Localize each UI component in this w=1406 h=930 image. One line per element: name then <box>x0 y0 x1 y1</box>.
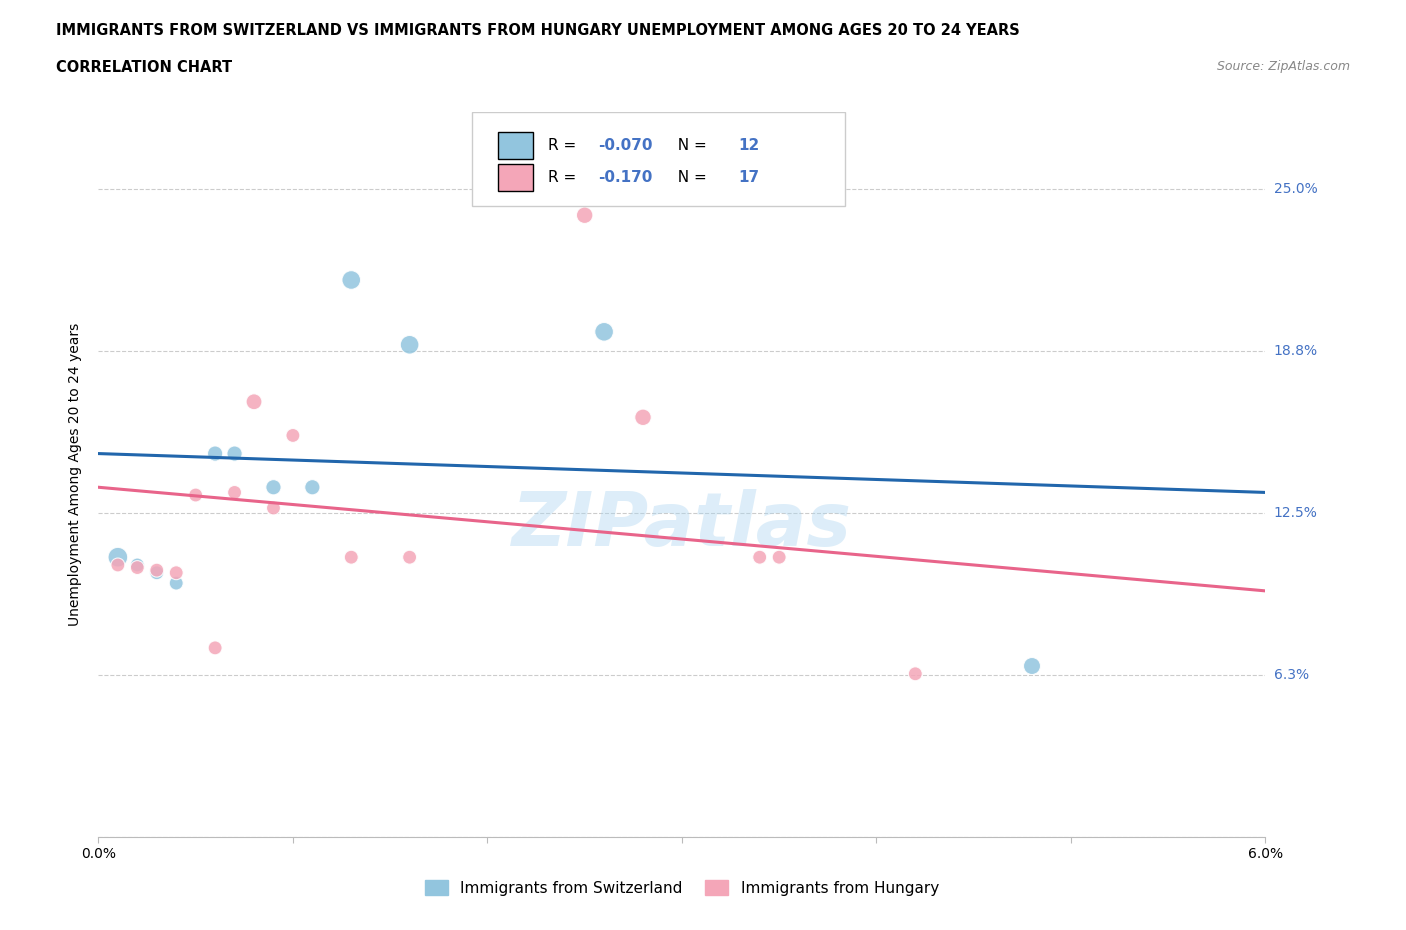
Text: Source: ZipAtlas.com: Source: ZipAtlas.com <box>1216 60 1350 73</box>
Y-axis label: Unemployment Among Ages 20 to 24 years: Unemployment Among Ages 20 to 24 years <box>69 323 83 626</box>
Point <box>340 272 363 287</box>
Point <box>631 410 654 425</box>
Point <box>107 558 129 573</box>
Point <box>593 325 616 339</box>
Point <box>204 641 226 656</box>
Text: 25.0%: 25.0% <box>1274 182 1317 196</box>
Point <box>184 487 207 502</box>
Text: R =: R = <box>548 139 581 153</box>
Text: 17: 17 <box>738 170 759 185</box>
Point <box>262 480 284 495</box>
Point <box>165 565 187 580</box>
Text: N =: N = <box>668 170 711 185</box>
Point <box>146 563 169 578</box>
FancyBboxPatch shape <box>498 132 533 159</box>
Text: N =: N = <box>668 139 711 153</box>
FancyBboxPatch shape <box>472 112 845 206</box>
Point <box>340 550 363 565</box>
Point <box>165 576 187 591</box>
Point <box>768 550 790 565</box>
Point <box>398 550 420 565</box>
Text: 18.8%: 18.8% <box>1274 344 1317 358</box>
Point <box>204 446 226 461</box>
Text: R =: R = <box>548 170 581 185</box>
FancyBboxPatch shape <box>498 164 533 192</box>
Point <box>398 338 420 352</box>
Point <box>301 480 323 495</box>
Text: IMMIGRANTS FROM SWITZERLAND VS IMMIGRANTS FROM HUNGARY UNEMPLOYMENT AMONG AGES 2: IMMIGRANTS FROM SWITZERLAND VS IMMIGRANT… <box>56 23 1019 38</box>
Point <box>1021 658 1043 673</box>
Point <box>224 446 246 461</box>
Text: -0.170: -0.170 <box>598 170 652 185</box>
Point <box>224 485 246 500</box>
Text: 6.3%: 6.3% <box>1274 668 1309 682</box>
Point <box>748 550 770 565</box>
Point <box>127 560 149 575</box>
Point <box>281 428 304 443</box>
Point <box>574 207 596 222</box>
Point <box>904 666 927 681</box>
Text: -0.070: -0.070 <box>598 139 652 153</box>
Point <box>127 558 149 573</box>
Text: ZIPatlas: ZIPatlas <box>512 488 852 562</box>
Text: 12.5%: 12.5% <box>1274 506 1317 520</box>
Point <box>107 550 129 565</box>
Point <box>146 565 169 580</box>
Text: CORRELATION CHART: CORRELATION CHART <box>56 60 232 75</box>
Legend: Immigrants from Switzerland, Immigrants from Hungary: Immigrants from Switzerland, Immigrants … <box>419 873 945 902</box>
Text: 12: 12 <box>738 139 759 153</box>
Point <box>243 394 266 409</box>
Point <box>262 500 284 515</box>
